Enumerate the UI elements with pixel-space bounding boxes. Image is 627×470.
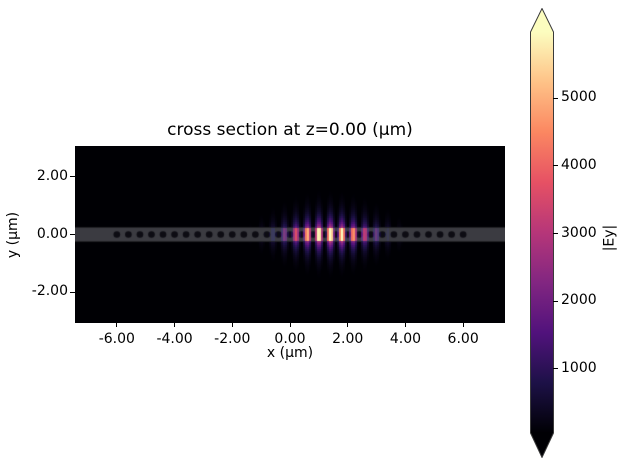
x-tick-label: 2.00 xyxy=(332,331,364,347)
y-tick-mark xyxy=(70,234,75,235)
x-tick-mark xyxy=(174,323,176,327)
colorbar-tick-label: 2000 xyxy=(561,292,597,309)
x-tick-mark xyxy=(347,323,349,327)
colorbar-label: |Ey| xyxy=(600,224,617,252)
x-tick-mark xyxy=(289,323,291,327)
y-tick-label: -2.00 xyxy=(31,283,68,300)
colorbar-tick-mark xyxy=(553,300,558,302)
y-tick-label: 2.00 xyxy=(36,167,68,184)
x-tick-mark xyxy=(116,323,118,327)
colorbar-tick-label: 3000 xyxy=(561,224,597,241)
colorbar-tick-mark xyxy=(553,368,558,370)
heatmap-plot-area xyxy=(75,146,505,323)
plot-title: cross section at z=0.00 (µm) xyxy=(167,120,413,140)
x-axis-label: x (µm) xyxy=(266,345,314,361)
colorbar-gradient-bar xyxy=(530,8,554,458)
x-tick-mark xyxy=(404,323,406,327)
colorbar-tick-label: 4000 xyxy=(561,156,597,173)
x-tick-mark xyxy=(231,323,233,327)
y-tick-label: 0.00 xyxy=(36,225,68,242)
y-tick-mark xyxy=(70,291,75,293)
colorbar-tick-label: 5000 xyxy=(561,89,597,106)
x-tick-label: 4.00 xyxy=(389,331,422,347)
colorbar-tick-mark xyxy=(553,233,558,235)
x-tick-label: 6.00 xyxy=(447,331,479,347)
colorbar xyxy=(530,8,554,458)
colorbar-tick-label: 1000 xyxy=(561,359,597,376)
y-tick-mark xyxy=(70,176,75,178)
x-tick-label: -2.00 xyxy=(214,331,251,347)
colorbar-tick-mark xyxy=(553,97,558,99)
colorbar-tick-mark xyxy=(553,165,558,167)
x-tick-label: -6.00 xyxy=(98,331,135,347)
x-tick-mark xyxy=(462,323,464,327)
heatmap-canvas xyxy=(75,146,505,323)
x-tick-label: -4.00 xyxy=(156,331,193,347)
x-tick-label: 0.00 xyxy=(274,331,306,347)
